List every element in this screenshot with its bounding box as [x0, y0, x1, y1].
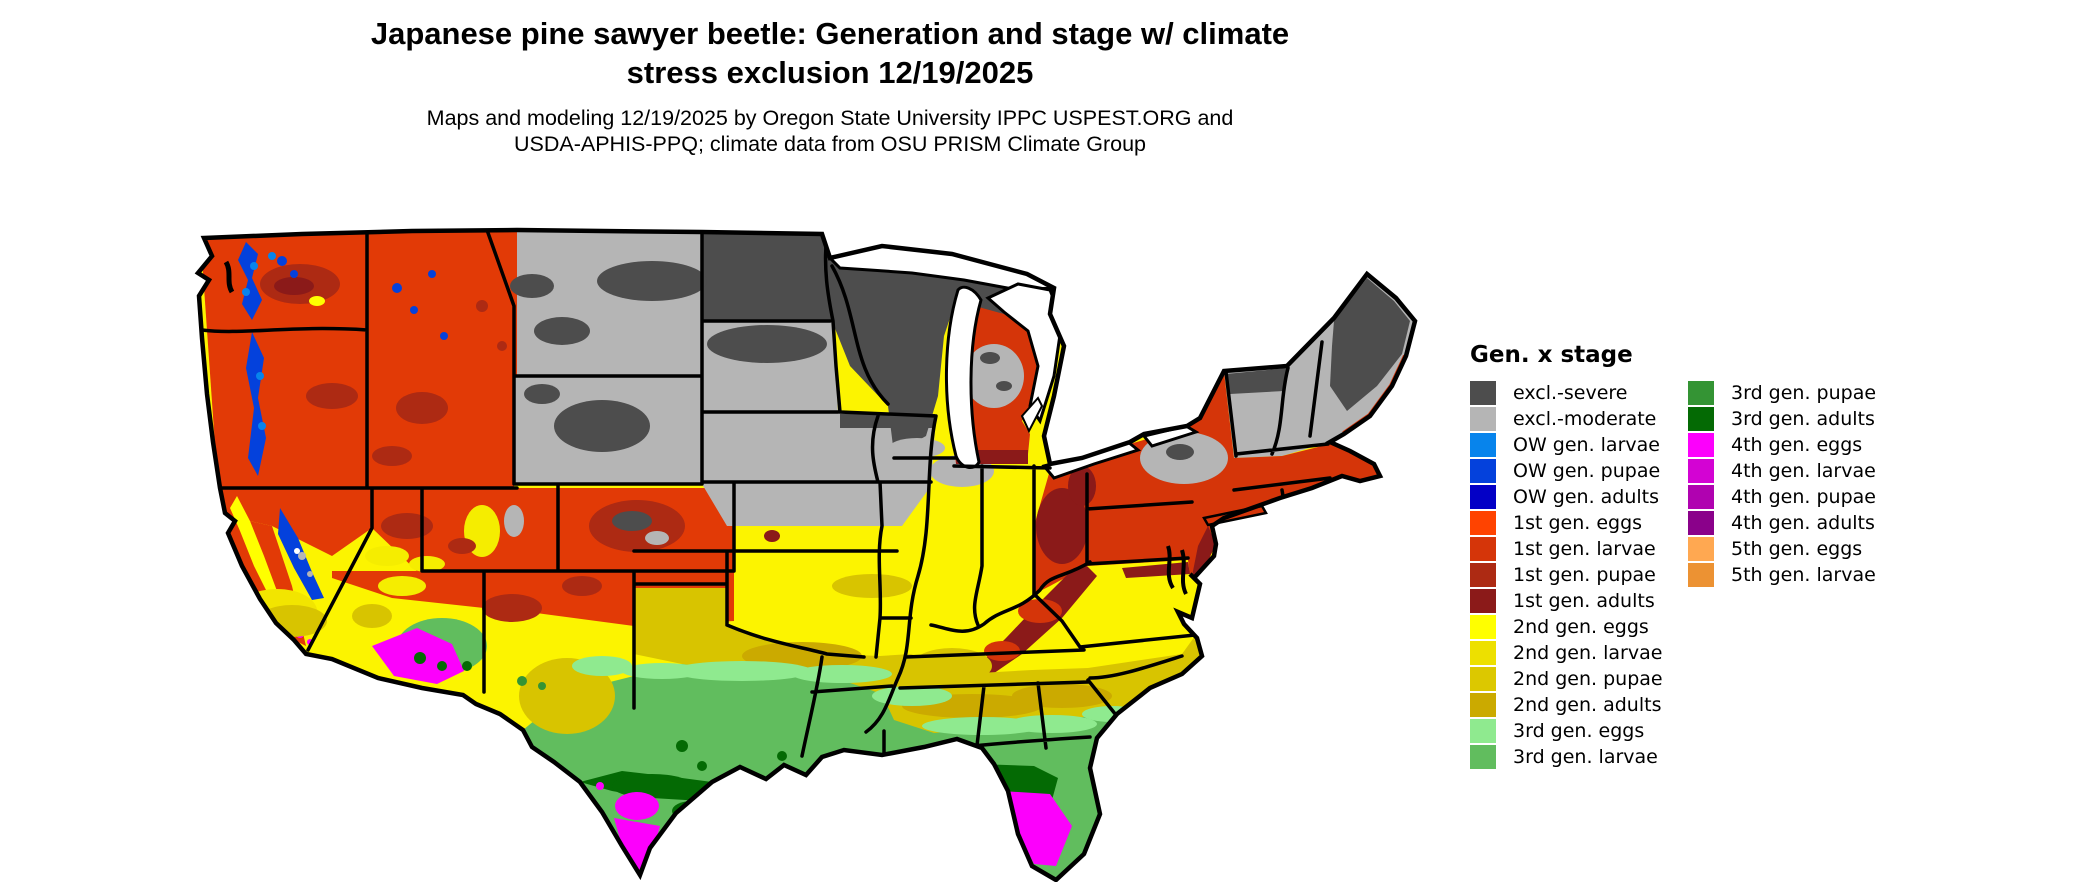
- legend-entry-label: OW gen. pupae: [1513, 460, 1661, 482]
- legend-entry: 4th gen. pupae: [1688, 484, 1876, 510]
- legend-entry-label: 3rd gen. eggs: [1513, 720, 1645, 742]
- legend-entry-label: 1st gen. adults: [1513, 590, 1655, 612]
- legend-swatch: [1688, 511, 1714, 535]
- legend-swatch: [1470, 641, 1496, 665]
- legend-entry-label: 4th gen. eggs: [1731, 434, 1863, 456]
- map-subtitle-line2: USDA-APHIS-PPQ; climate data from OSU PR…: [513, 132, 1147, 156]
- legend-column-2: 3rd gen. pupae 3rd gen. adults 4th gen. eg…: [1688, 380, 1876, 588]
- legend-swatch: [1470, 407, 1496, 431]
- legend-entry: excl.-severe: [1470, 380, 1663, 406]
- legend: Gen. x stage excl.-severe excl.-moderate O…: [1470, 342, 1970, 769]
- legend-entry-label: 2nd gen. larvae: [1513, 642, 1663, 664]
- legend-entry-label: 1st gen. larvae: [1513, 538, 1656, 560]
- legend-entry: 3rd gen. larvae: [1470, 744, 1663, 770]
- legend-entry-label: 5th gen. larvae: [1731, 564, 1876, 586]
- legend-entry-label: excl.-moderate: [1513, 408, 1657, 430]
- legend-entry-label: 1st gen. eggs: [1513, 512, 1643, 534]
- legend-column-1: excl.-severe excl.-moderate OW gen. larvae…: [1470, 380, 1663, 770]
- legend-swatch: [1688, 563, 1714, 587]
- legend-swatch: [1470, 719, 1496, 743]
- map-subtitle: Maps and modeling 12/19/2025 by Oregon S…: [0, 105, 1660, 157]
- legend-entry: 1st gen. larvae: [1470, 536, 1663, 562]
- legend-entry: 5th gen. eggs: [1688, 536, 1876, 562]
- legend-entry-label: 3rd gen. pupae: [1731, 382, 1877, 404]
- title-block: Japanese pine sawyer beetle: Generation …: [0, 14, 1660, 157]
- legend-swatch: [1470, 693, 1496, 717]
- great-lakes: [827, 244, 1200, 480]
- legend-entry: 2nd gen. larvae: [1470, 640, 1663, 666]
- map-title-line2: stress exclusion 12/19/2025: [626, 55, 1034, 90]
- legend-entry-label: OW gen. adults: [1513, 486, 1660, 508]
- legend-swatch: [1470, 511, 1496, 535]
- legend-entry: 4th gen. larvae: [1688, 458, 1876, 484]
- legend-swatch: [1688, 537, 1714, 561]
- legend-swatch: [1470, 381, 1496, 405]
- legend-entry: OW gen. pupae: [1470, 458, 1663, 484]
- legend-swatch: [1470, 537, 1496, 561]
- state-borders: [200, 230, 1332, 758]
- legend-entry: 5th gen. larvae: [1688, 562, 1876, 588]
- legend-entry-label: 4th gen. pupae: [1731, 486, 1876, 508]
- legend-entry: OW gen. larvae: [1470, 432, 1663, 458]
- legend-entry: 2nd gen. pupae: [1470, 666, 1663, 692]
- chesapeake-bay: [1166, 545, 1188, 595]
- legend-entry-label: 3rd gen. larvae: [1513, 746, 1658, 768]
- legend-entry-label: 2nd gen. pupae: [1513, 668, 1663, 690]
- legend-entry: 2nd gen. adults: [1470, 692, 1663, 718]
- legend-entry-label: 4th gen. larvae: [1731, 460, 1876, 482]
- us-map-svg: [182, 226, 1422, 882]
- legend-swatch: [1470, 667, 1496, 691]
- legend-swatch: [1470, 589, 1496, 613]
- legend-swatch: [1470, 563, 1496, 587]
- legend-entry-label: 1st gen. pupae: [1513, 564, 1656, 586]
- legend-swatch: [1688, 381, 1714, 405]
- legend-entry: 4th gen. eggs: [1688, 432, 1876, 458]
- us-map: [182, 226, 1422, 882]
- legend-swatch: [1470, 615, 1496, 639]
- legend-entry-label: 4th gen. adults: [1731, 512, 1875, 534]
- legend-swatch: [1470, 745, 1496, 769]
- legend-swatch: [1470, 459, 1496, 483]
- legend-entry: 2nd gen. eggs: [1470, 614, 1663, 640]
- legend-swatch: [1688, 433, 1714, 457]
- legend-entry: excl.-moderate: [1470, 406, 1663, 432]
- legend-entry: 1st gen. pupae: [1470, 562, 1663, 588]
- legend-entry: 3rd gen. eggs: [1470, 718, 1663, 744]
- legend-entry: 1st gen. eggs: [1470, 510, 1663, 536]
- legend-entry-label: OW gen. larvae: [1513, 434, 1660, 456]
- legend-swatch: [1470, 433, 1496, 457]
- legend-title: Gen. x stage: [1470, 342, 1633, 368]
- map-title-line1: Japanese pine sawyer beetle: Generation …: [370, 16, 1290, 51]
- legend-entry-label: 3rd gen. adults: [1731, 408, 1875, 430]
- map-subtitle-line1: Maps and modeling 12/19/2025 by Oregon S…: [426, 106, 1234, 130]
- legend-entry: OW gen. adults: [1470, 484, 1663, 510]
- map-regions: [200, 230, 1415, 880]
- legend-entry-label: excl.-severe: [1513, 382, 1628, 404]
- legend-entry-label: 2nd gen. eggs: [1513, 616, 1649, 638]
- puget-sound: [223, 260, 235, 294]
- legend-entry-label: 5th gen. eggs: [1731, 538, 1863, 560]
- legend-swatch: [1688, 485, 1714, 509]
- legend-swatch: [1688, 407, 1714, 431]
- legend-entry: 3rd gen. pupae: [1688, 380, 1876, 406]
- legend-swatch: [1470, 485, 1496, 509]
- legend-entry-label: 2nd gen. adults: [1513, 694, 1662, 716]
- legend-entry: 1st gen. adults: [1470, 588, 1663, 614]
- legend-entry: 4th gen. adults: [1688, 510, 1876, 536]
- legend-swatch: [1688, 459, 1714, 483]
- legend-entry: 3rd gen. adults: [1688, 406, 1876, 432]
